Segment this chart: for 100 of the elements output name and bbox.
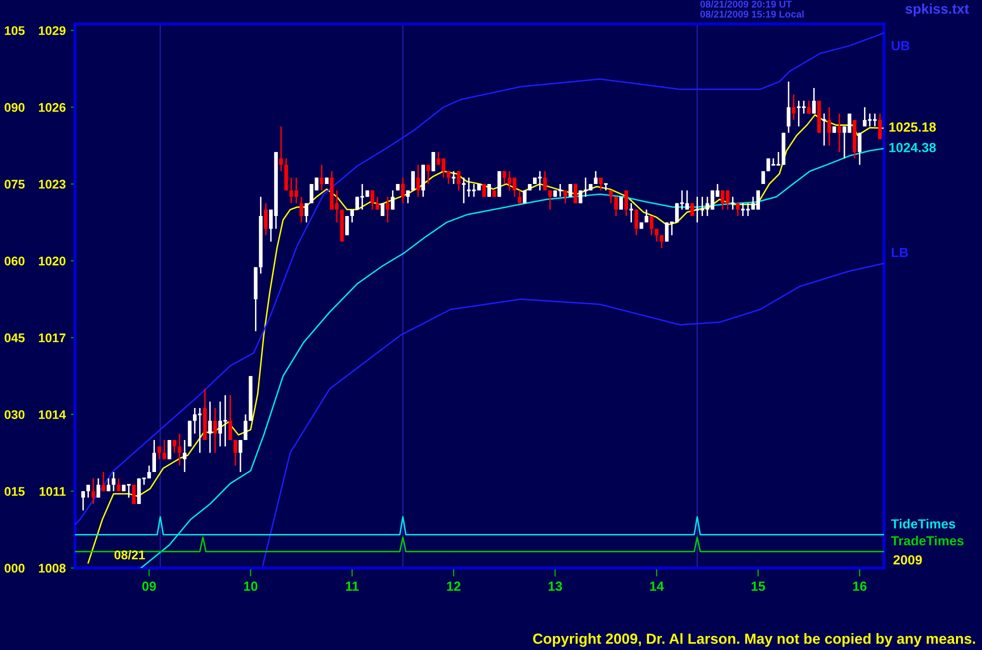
candlestick [279,126,283,172]
candlestick [431,151,436,172]
y-tick-label: 1014 [38,410,66,420]
candlestick [456,170,461,192]
candlestick [624,190,628,217]
candlestick [838,112,842,153]
candlestick [172,439,176,454]
candlestick [350,208,354,224]
candlestick [96,478,100,498]
candlestick [594,170,598,185]
text: Copyright 2009, Dr. Al Larson. May not be copied by any means. [533,633,976,647]
candlestick [568,183,572,198]
candlestick [106,478,110,492]
y2-tick-label: 000 [4,564,24,573]
candlestick [461,176,466,204]
candlestick [644,208,648,224]
y2-tick-label: 030 [4,410,24,420]
data-label: 1024.38 [889,142,936,152]
candlestick [812,87,816,114]
x-tick-label: 14 [650,582,664,591]
candlestick [543,170,547,192]
candlestick [878,112,882,140]
candlestick [406,190,410,204]
x-tick-label: 12 [447,582,460,591]
text: 08/21/2009 15:19 Local [700,10,804,18]
annotation: 08/21 [114,550,145,560]
candlestick [228,394,232,441]
candlestick [91,478,96,505]
candlestick [858,132,862,166]
series-label: LB [892,248,908,258]
candlestick [609,190,613,204]
candlestick [574,183,578,204]
y-tick-label: 1008 [38,564,66,573]
x-tick-label: 13 [548,582,562,591]
x-tick-label: 09 [142,582,156,591]
candlestick [304,202,308,224]
line-series [262,262,884,566]
y-tick-label: 1029 [38,26,66,36]
candlestick [482,183,486,198]
candlestick [234,439,238,466]
series-label: TradeTimes [891,536,964,546]
candlestick [376,196,380,210]
candlestick [178,432,182,466]
candlestick [157,446,162,460]
candlestick [660,234,664,249]
candlestick [380,202,384,217]
candlestick [690,202,694,217]
candlestick [487,183,491,198]
candlestick [81,490,85,512]
candlestick [650,215,654,236]
y2-tick-label: 060 [4,256,24,266]
series-label: TideTimes [891,518,956,529]
candlestick [786,80,790,134]
candlestick [244,414,248,441]
text: spkiss.txt [905,4,969,16]
candlestick [792,94,796,121]
y2-tick-label: 105 [4,26,25,36]
text: 2009 [893,555,922,565]
candlestick [867,112,872,128]
candlestick [401,176,405,204]
candlestick [264,202,268,236]
candlestick [152,439,156,473]
candlestick [213,407,217,454]
y-tick-label: 1026 [38,103,66,112]
candlestick [614,196,618,217]
candlestick [390,190,395,210]
candlestick [502,170,506,185]
y-tick-label: 1020 [38,256,66,266]
y-tick-label: 1023 [38,180,66,189]
y-tick-label: 1011 [40,487,66,496]
series-label: UB [892,41,910,50]
candlestick [634,208,638,236]
candlestick [238,439,242,473]
candlestick [320,164,324,192]
y-tick-label: 1017 [38,333,66,342]
candlestick [548,190,552,210]
y2-tick-label: 045 [4,333,25,342]
candlestick [411,170,415,192]
y2-tick-label: 090 [4,103,24,112]
candlestick [112,471,116,492]
candlestick [168,439,172,460]
candlestick [827,106,832,146]
candlestick [761,170,766,185]
data-label: 1025.18 [889,122,936,132]
candlestick [446,170,450,185]
x-tick-label: 16 [853,582,866,591]
candlestick [598,176,603,192]
candlestick [300,196,304,224]
candlestick [807,100,811,114]
candlestick [345,215,349,236]
candlestick [370,190,374,210]
candlestick [208,400,212,454]
x-tick-label: 15 [752,582,766,591]
x-tick-label: 11 [346,582,359,591]
candlestick [736,202,740,217]
y2-tick-label: 015 [4,487,25,496]
text: 08/21/2009 20:19 UT [700,0,792,8]
x-tick-label: 10 [244,582,258,591]
candlestick [563,190,568,204]
y2-tick-label: 075 [4,180,25,189]
